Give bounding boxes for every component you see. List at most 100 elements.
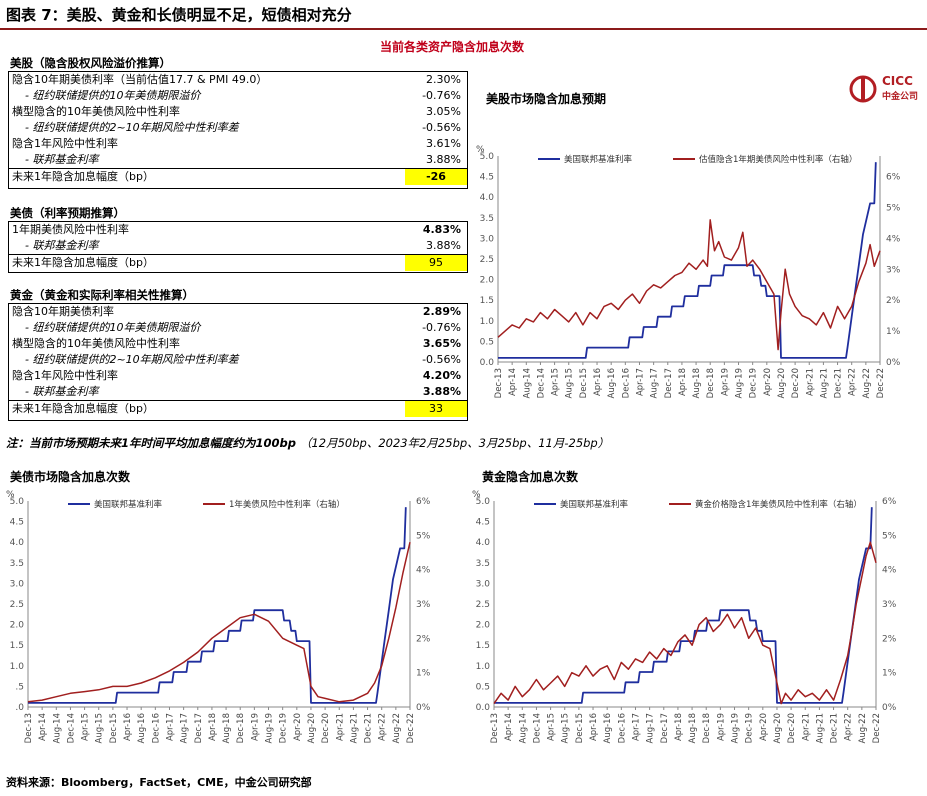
fed-rate-line xyxy=(498,162,877,359)
x-tick-label: Apr-22 xyxy=(378,713,388,741)
title-divider xyxy=(0,28,927,30)
treasury-implied-hike-chart: % .0 .5 1.0 1.5 2.0 2.5 3.0 3.5 4.0 4.5 5.0 0% 1% 2% 3%… xyxy=(6,490,431,743)
total-value: 33 xyxy=(405,401,467,417)
table-row: - 联邦基金利率 3.88% xyxy=(9,384,467,400)
x-tick-label: Apr-18 xyxy=(674,713,684,741)
y-right-tick-label: 4% xyxy=(416,566,431,576)
y-right-tick-label: 4% xyxy=(886,234,901,244)
row-label: 隐含10年期美债利率 xyxy=(12,305,114,318)
row-label: 隐含1年风险中性利率 xyxy=(12,369,118,382)
x-tick-label: Apr-17 xyxy=(635,368,645,396)
x-tick-label: Dec-17 xyxy=(194,713,204,743)
y-right-tick-label: 1% xyxy=(416,669,431,679)
footnote-detail: （12月50bp、2023年2月25bp、3月25bp、11月-25bp） xyxy=(299,436,610,450)
y-right-tick-label: 5% xyxy=(886,204,901,214)
x-tick-label: Aug-15 xyxy=(561,713,571,743)
equity-table: 隐含10年期美债利率（当前估值17.7 & PMI 49.0） 2.30% - 纽约… xyxy=(8,71,468,189)
row-value: 3.88% xyxy=(422,385,461,398)
y-right-tick-label: 3% xyxy=(416,600,431,610)
total-row: 未来1年隐含加息幅度（bp） 33 xyxy=(9,400,467,417)
x-tick-label: Dec-20 xyxy=(321,713,331,743)
x-tick-label: Aug-17 xyxy=(180,713,190,743)
x-tick-label: Aug-16 xyxy=(607,368,617,398)
y-left-tick-label: 1.5 xyxy=(480,296,494,306)
x-tick-label: Aug-14 xyxy=(518,713,528,743)
total-label: 未来1年隐含加息幅度（bp） xyxy=(12,402,154,415)
row-label: - 纽约联储提供的10年美债期限溢价 xyxy=(25,321,201,334)
row-label: - 纽约联储提供的10年美债期限溢价 xyxy=(25,89,201,102)
x-tick-label: Aug-21 xyxy=(815,713,825,743)
y-unit-label: % xyxy=(472,490,481,500)
row-label: 隐含1年风险中性利率 xyxy=(12,137,118,150)
row-value: 4.83% xyxy=(422,223,461,236)
x-tick-label: Aug-15 xyxy=(95,713,105,743)
x-tick-label: Aug-22 xyxy=(862,368,872,398)
x-tick-label: Aug-16 xyxy=(137,713,147,743)
y-left-tick-label: 3.0 xyxy=(480,234,495,244)
y-right-tick-label: 0% xyxy=(882,703,897,713)
treasury-table: 1年期美债风险中性利率 4.83% - 联邦基金利率 3.88% 未来1年隐含加息幅度（… xyxy=(8,221,468,273)
x-tick-label: Apr-15 xyxy=(547,713,557,741)
row-value: -0.56% xyxy=(422,121,461,134)
x-tick-label: Dec-14 xyxy=(532,713,542,743)
x-tick-label: Apr-16 xyxy=(589,713,599,741)
y-left-tick-label: 1.5 xyxy=(476,641,490,651)
row-label: - 联邦基金利率 xyxy=(25,153,99,166)
y-left-tick-label: 3.5 xyxy=(480,214,494,224)
table-row: - 联邦基金利率 3.88% xyxy=(9,152,467,168)
fed-rate-line xyxy=(494,507,873,704)
x-tick-label: Dec-18 xyxy=(236,713,246,743)
total-row: 未来1年隐含加息幅度（bp） 95 xyxy=(9,254,467,271)
row-label: - 纽约联储提供的2~10年期风险中性利率差 xyxy=(25,353,239,366)
legend-label: 估值隐含1年期美债风险中性利率（右轴） xyxy=(699,154,857,165)
x-tick-label: Aug-17 xyxy=(650,368,660,398)
table-row: - 纽约联储提供的10年美债期限溢价 -0.76% xyxy=(9,88,467,104)
table-row: 隐含10年期美债利率（当前估值17.7 & PMI 49.0） 2.30% xyxy=(9,72,467,88)
chart-3-title: 黄金隐含加息次数 xyxy=(482,470,579,484)
y-left-tick-label: 4.5 xyxy=(10,518,24,528)
total-label: 未来1年隐含加息幅度（bp） xyxy=(12,256,154,269)
x-tick-label: Apr-16 xyxy=(593,368,603,396)
total-row: 未来1年隐含加息幅度（bp） -26 xyxy=(9,168,467,185)
y-right-tick-label: 6% xyxy=(882,497,897,507)
x-tick-label: Aug-18 xyxy=(688,713,698,743)
x-tick-label: Dec-17 xyxy=(664,368,674,398)
y-left-tick-label: 0.0 xyxy=(480,358,495,368)
y-left-tick-label: 5.0 xyxy=(10,497,25,507)
x-tick-label: Aug-22 xyxy=(392,713,402,743)
legend-label: 美国联邦基准利率 xyxy=(564,154,633,165)
x-tick-label: Apr-21 xyxy=(801,713,811,741)
total-value: -26 xyxy=(405,169,467,185)
y-left-tick-label: 4.5 xyxy=(480,173,494,183)
x-tick-label: Aug-22 xyxy=(858,713,868,743)
row-value: 2.30% xyxy=(426,73,461,86)
y-left-tick-label: 1.5 xyxy=(10,641,24,651)
fed-rate-line xyxy=(28,507,407,704)
row-label: 横型隐含的10年美债风险中性利率 xyxy=(12,105,180,118)
y-left-tick-label: 1.0 xyxy=(476,662,491,672)
y-right-tick-label: 5% xyxy=(416,531,431,541)
y-left-tick-label: 2.0 xyxy=(476,621,491,631)
x-tick-label: Aug-19 xyxy=(731,713,741,743)
y-right-tick-label: 0% xyxy=(886,358,901,368)
x-tick-label: Apr-22 xyxy=(848,368,858,396)
x-tick-label: Dec-14 xyxy=(536,368,546,398)
y-left-tick-label: 5.0 xyxy=(476,497,491,507)
y-left-tick-label: 3.5 xyxy=(476,559,490,569)
row-label: - 联邦基金利率 xyxy=(25,239,99,252)
x-tick-label: Apr-20 xyxy=(763,368,773,396)
x-tick-label: Apr-22 xyxy=(844,713,854,741)
x-tick-label: Dec-14 xyxy=(66,713,76,743)
table-row: 横型隐含的10年美债风险中性利率 3.65% xyxy=(9,336,467,352)
x-tick-label: Apr-18 xyxy=(208,713,218,741)
x-tick-label: Dec-21 xyxy=(364,713,374,743)
x-tick-label: Dec-18 xyxy=(706,368,716,398)
x-tick-label: Dec-22 xyxy=(406,713,416,743)
chart-1-title: 美股市场隐含加息预期 xyxy=(486,92,607,106)
x-tick-label: Dec-17 xyxy=(660,713,670,743)
total-label: 未来1年隐含加息幅度（bp） xyxy=(12,170,154,183)
table-row: - 联邦基金利率 3.88% xyxy=(9,238,467,254)
x-tick-label: Aug-18 xyxy=(692,368,702,398)
table-row: - 纽约联储提供的10年美债期限溢价 -0.76% xyxy=(9,320,467,336)
x-tick-label: Aug-14 xyxy=(522,368,532,398)
